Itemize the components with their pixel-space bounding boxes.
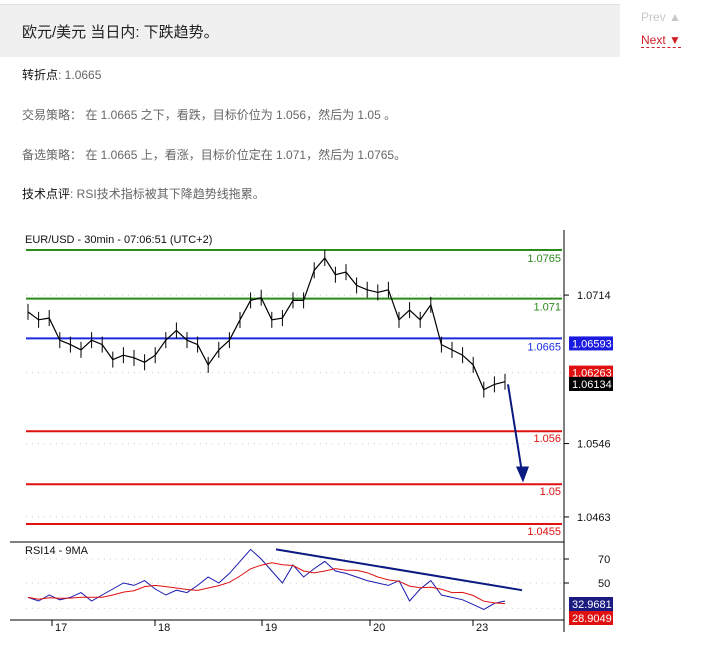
rsi-tag-label: 28.9049: [572, 613, 612, 625]
level-label: 1.0765: [527, 253, 561, 265]
pivot-value: : 1.0665: [58, 68, 102, 82]
price-tag-label: 1.06134: [572, 379, 612, 391]
comment-line: 技术点评: RSI技术指标被其下降趋势线拖累。: [22, 185, 265, 202]
y-tick-label: 1.0714: [577, 290, 611, 302]
level-label: 1.0455: [527, 526, 561, 538]
rsi-tag-label: 32.9681: [572, 599, 612, 611]
comment-value: : RSI技术指标被其下降趋势线拖累。: [70, 187, 265, 201]
price-tag-label: 1.06593: [572, 338, 612, 350]
price-tag: [569, 376, 613, 391]
x-tick-label: 17: [55, 622, 67, 634]
prev-link[interactable]: Prev ▲: [641, 10, 681, 24]
pivot-line: 转折点: 1.0665: [22, 66, 101, 83]
level-label: 1.0665: [527, 341, 561, 353]
price-tag: [569, 336, 613, 351]
rsi-tag: [569, 597, 613, 611]
rsi-trendline: [275, 548, 523, 592]
price-tag-label: 1.06263: [572, 368, 612, 380]
chart-title: EUR/USD - 30min - 07:06:51 (UTC+2): [25, 234, 212, 246]
rsi-tag: [569, 611, 613, 625]
x-tick-label: 23: [476, 622, 488, 634]
level-label: 1.071: [533, 302, 561, 314]
rsi-ma-line: [27, 562, 506, 605]
forecast-arrow: [507, 384, 523, 473]
y-tick-label: 1.0463: [577, 512, 611, 524]
pivot-label: 转折点: [22, 68, 59, 82]
comment-label: 技术点评: [22, 187, 71, 201]
x-tick-label: 20: [373, 622, 385, 634]
rsi-tick-label: 50: [598, 578, 610, 590]
level-label: 1.056: [533, 433, 561, 445]
level-label: 1.05: [540, 486, 561, 498]
strategy-text: 交易策略： 在 1.0665 之下，看跌，目标价位为 1.056，然后为 1.0…: [22, 108, 397, 122]
price-tag: [569, 365, 613, 380]
rsi-line: [27, 548, 506, 610]
x-tick-label: 18: [158, 622, 170, 634]
alternative-text: 备选策略： 在 1.0665 上，看涨，目标价位定在 1.071，然后为 1.0…: [22, 148, 407, 162]
rsi-title: RSI14 - 9MA: [25, 545, 89, 557]
price-line: [27, 256, 506, 391]
y-tick-label: 1.0546: [577, 439, 611, 451]
next-link[interactable]: Next ▼: [641, 33, 681, 48]
rsi-tick-label: 70: [598, 554, 610, 566]
forecast-arrow-head: [516, 466, 529, 483]
page-title: 欧元/美元 当日内: 下跌趋势。: [22, 24, 219, 41]
x-tick-label: 19: [265, 622, 277, 634]
page-header: 欧元/美元 当日内: 下跌趋势。: [0, 4, 620, 57]
